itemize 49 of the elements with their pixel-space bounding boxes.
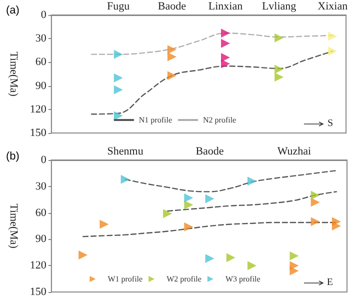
chart-title: (a) bbox=[6, 4, 20, 16]
y-tick-label: 90 bbox=[35, 80, 47, 92]
y-tick-label: 60 bbox=[35, 56, 47, 68]
point bbox=[290, 266, 299, 276]
x-tick-label: Wuzhai bbox=[277, 146, 312, 158]
y-tick-label: 30 bbox=[35, 32, 47, 45]
legend-label: W3 profile bbox=[225, 274, 261, 284]
x-tick-label: Fugu bbox=[107, 0, 130, 12]
x-tick-label: Baode bbox=[196, 146, 224, 158]
point bbox=[290, 251, 299, 260]
y-axis-title: Time(Ma) bbox=[8, 52, 20, 97]
point bbox=[247, 261, 256, 270]
x-tick-label: Lvliang bbox=[262, 0, 297, 12]
point bbox=[247, 176, 256, 186]
y-axis-title: Time(Ma) bbox=[8, 204, 20, 249]
chart-title: (b) bbox=[6, 150, 20, 162]
y-tick-label: 120 bbox=[30, 103, 47, 116]
y-tick-label: 150 bbox=[30, 286, 47, 298]
y-tick-label: 30 bbox=[35, 180, 47, 192]
point bbox=[163, 209, 172, 218]
legend-label: W2 profile bbox=[166, 274, 202, 284]
x-tick-label: Shenmu bbox=[107, 146, 144, 158]
point bbox=[205, 194, 214, 204]
y-tick-label: 150 bbox=[30, 127, 47, 139]
y-tick-label: 0 bbox=[40, 154, 47, 166]
point bbox=[120, 174, 130, 184]
y-tick-label: 0 bbox=[40, 9, 47, 21]
point bbox=[100, 220, 109, 229]
annotation: E bbox=[326, 277, 333, 288]
x-tick-label: Xixian bbox=[318, 0, 348, 12]
y-tick-label: 90 bbox=[35, 233, 47, 246]
legend-label: W1 profile bbox=[108, 274, 144, 284]
x-tick-label: Baode bbox=[158, 0, 186, 12]
point bbox=[332, 217, 341, 226]
y-tick-label: 60 bbox=[35, 206, 47, 219]
point bbox=[184, 222, 194, 232]
point bbox=[78, 250, 88, 260]
point bbox=[310, 190, 320, 200]
point bbox=[310, 217, 320, 226]
point bbox=[310, 198, 320, 207]
annotation: S bbox=[327, 118, 333, 129]
legend-label: N2 profile bbox=[203, 116, 237, 124]
x-tick-label: Linxian bbox=[208, 0, 244, 12]
legend-label: N1 profile bbox=[138, 116, 172, 124]
point bbox=[205, 254, 214, 264]
point bbox=[184, 193, 194, 202]
point bbox=[226, 253, 236, 262]
y-tick-label: 120 bbox=[30, 260, 47, 272]
point bbox=[184, 200, 194, 210]
